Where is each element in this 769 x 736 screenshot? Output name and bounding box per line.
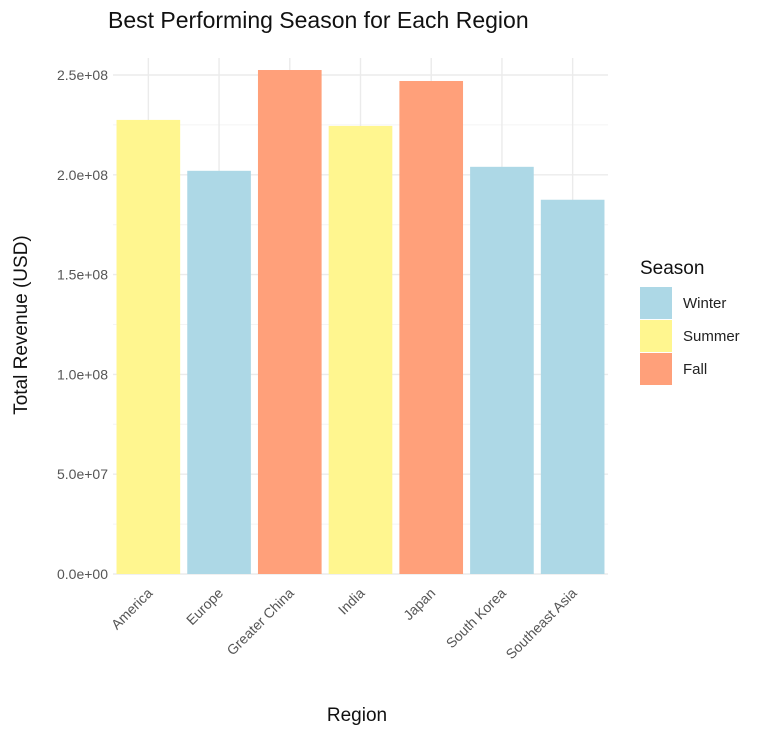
- y-tick-label: 1.0e+08: [57, 366, 108, 382]
- bar-japan: [399, 80, 464, 574]
- x-tick-label: Southeast Asia: [502, 585, 580, 663]
- y-tick-label: 2.5e+08: [57, 67, 108, 83]
- legend-key-winter: [640, 287, 672, 319]
- legend-label: Summer: [683, 328, 740, 345]
- x-axis-title: Region: [327, 705, 387, 726]
- bar-greater-china: [257, 70, 322, 574]
- legend-label: Winter: [683, 295, 726, 312]
- x-tick-label: Greater China: [223, 585, 297, 659]
- bar-america: [116, 119, 181, 574]
- y-tick-label: 1.5e+08: [57, 267, 108, 283]
- bars: [116, 70, 605, 575]
- bar-south-korea: [470, 166, 534, 575]
- y-tick-label: 2.0e+08: [57, 167, 108, 183]
- legend-label: Fall: [683, 361, 707, 378]
- x-tick-label: India: [335, 585, 368, 618]
- chart-title: Best Performing Season for Each Region: [108, 7, 529, 33]
- x-tick-label: America: [108, 585, 156, 633]
- bar-india: [328, 125, 393, 574]
- bar-europe: [187, 170, 251, 575]
- legend-key-fall: [640, 353, 672, 385]
- x-tick-label: Europe: [183, 585, 226, 628]
- x-tick-label: South Korea: [443, 585, 510, 652]
- legend-title: Season: [640, 258, 704, 279]
- bar-southeast-asia: [540, 199, 605, 574]
- legend: Season Winter Summer Fall: [640, 258, 740, 385]
- y-tick-labels: 0.0e+00 5.0e+07 1.0e+08 1.5e+08 2.0e+08 2.5e+…: [57, 67, 108, 582]
- y-tick-label: 5.0e+07: [57, 466, 108, 482]
- legend-key-summer: [640, 320, 672, 352]
- y-axis-title: Total Revenue (USD): [11, 235, 32, 415]
- legend-items: Winter Summer Fall: [640, 287, 740, 385]
- x-tick-label: Japan: [400, 585, 438, 623]
- y-tick-label: 0.0e+00: [57, 566, 108, 582]
